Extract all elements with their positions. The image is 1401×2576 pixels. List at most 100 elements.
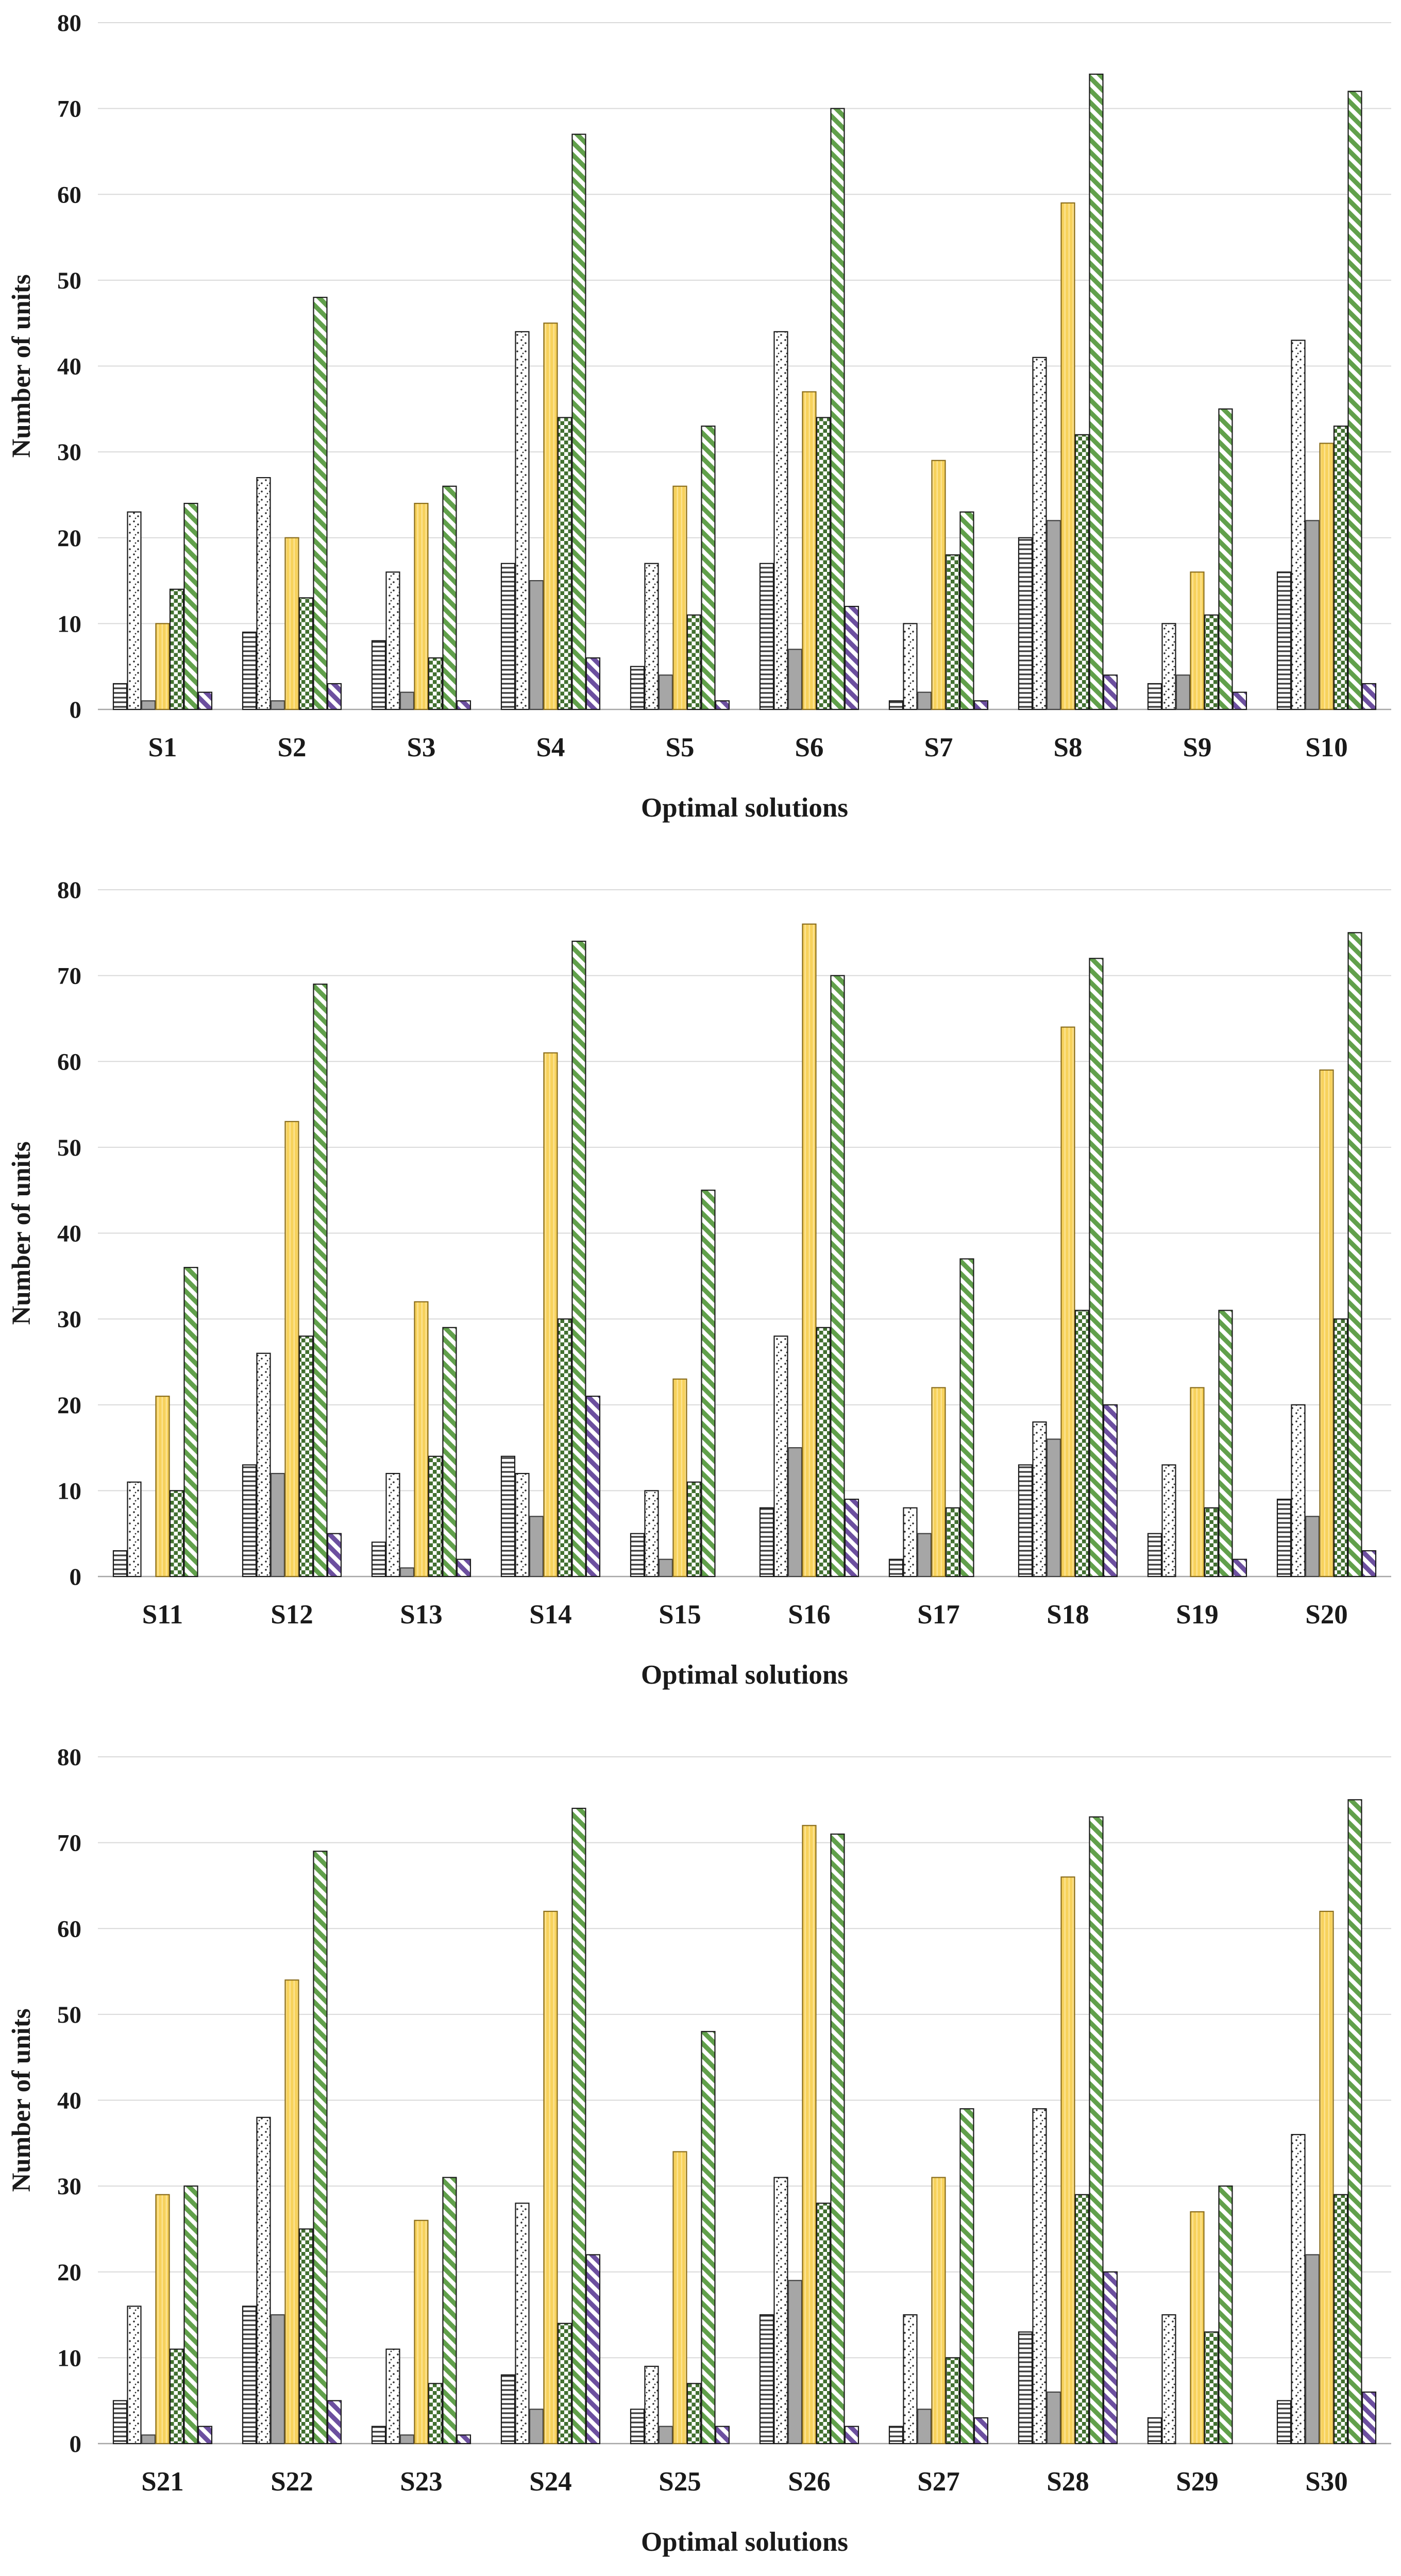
bar-S29-IT01 <box>1204 2331 1219 2445</box>
bar-S18-PP <box>1103 1404 1118 1578</box>
bar-S5-BR03 <box>658 674 673 710</box>
bar-S5-PP <box>715 700 730 710</box>
bar-S14-IT01 <box>557 1318 572 1578</box>
bars <box>112 923 1377 1578</box>
bar-S21-IT01 <box>169 2348 184 2445</box>
bar-S6-IT02 <box>830 108 845 710</box>
bar-S20-VS01 <box>1319 1069 1334 1578</box>
bar-S18-IT01 <box>1074 1310 1090 1578</box>
bar-S26-BR02 <box>773 2177 788 2445</box>
bar-S14-BR03 <box>529 1516 544 1578</box>
bar-S16-BR02 <box>773 1335 788 1578</box>
bar-S28-BR03 <box>1046 2391 1061 2445</box>
y-tick-70: 70 <box>57 963 81 990</box>
x-tick-S16: S16 <box>788 1600 830 1630</box>
bar-S27-BR01 <box>888 2426 904 2445</box>
bar-S18-BR01 <box>1018 1464 1033 1578</box>
bar-S15-IT02 <box>701 1190 716 1578</box>
bar-S22-IT01 <box>298 2228 314 2445</box>
bar-S9-BR01 <box>1147 683 1162 710</box>
y-tick-70: 70 <box>57 1830 81 1857</box>
y-tick-10: 10 <box>57 611 81 637</box>
x-tick-S1: S1 <box>148 733 177 762</box>
bar-S8-PP <box>1103 674 1118 710</box>
y-tick-30: 30 <box>57 2173 81 2200</box>
y-tick-60: 60 <box>57 1916 81 1942</box>
x-tick-S4: S4 <box>536 733 565 762</box>
bar-S8-BR02 <box>1032 357 1047 710</box>
bar-S10-BR03 <box>1305 520 1320 710</box>
bar-S24-BR02 <box>515 2202 530 2445</box>
x-tick-S8: S8 <box>1054 733 1083 762</box>
bar-S1-PP <box>197 691 213 710</box>
bar-S5-IT01 <box>686 614 702 710</box>
bar-S16-PP <box>844 1498 859 1578</box>
bar-S5-BR01 <box>630 666 645 710</box>
bar-S4-IT01 <box>557 417 572 710</box>
bar-S13-IT01 <box>428 1455 443 1578</box>
bar-S18-BR03 <box>1046 1438 1061 1578</box>
bar-S6-VS01 <box>802 391 817 710</box>
bar-S27-VS01 <box>931 2177 946 2445</box>
bar-S8-BR03 <box>1046 520 1061 710</box>
bar-S23-IT02 <box>442 2177 457 2445</box>
bar-S2-IT01 <box>298 597 314 710</box>
bar-S12-PP <box>327 1533 342 1578</box>
bar-S28-VS01 <box>1060 1876 1075 2445</box>
bar-S8-IT01 <box>1074 434 1090 710</box>
bar-S9-IT02 <box>1218 408 1233 710</box>
bar-S24-VS01 <box>543 1910 558 2445</box>
bar-S30-IT02 <box>1347 1799 1362 2445</box>
bar-S2-IT02 <box>313 297 328 710</box>
bar-S7-BR01 <box>888 700 904 710</box>
bar-S3-IT02 <box>442 485 457 710</box>
bar-S16-BR03 <box>787 1447 803 1578</box>
y-tick-30: 30 <box>57 439 81 466</box>
bar-S13-IT02 <box>442 1327 457 1578</box>
bar-S10-IT01 <box>1333 426 1348 710</box>
bar-S30-PP <box>1361 2391 1377 2445</box>
bar-S21-IT02 <box>183 2185 198 2445</box>
bar-S26-BR01 <box>759 2314 774 2445</box>
bar-S20-BR03 <box>1305 1516 1320 1578</box>
bar-S25-BR02 <box>644 2365 659 2445</box>
bar-S2-BR03 <box>270 700 285 710</box>
y-tick-60: 60 <box>57 1048 81 1075</box>
bar-S12-IT02 <box>313 984 328 1578</box>
bar-S24-PP <box>585 2254 601 2445</box>
bar-S22-IT02 <box>313 1851 328 2445</box>
bar-S29-IT02 <box>1218 2185 1233 2445</box>
bar-S7-BR03 <box>917 691 932 710</box>
bar-S1-VS01 <box>155 623 170 710</box>
x-tick-S19: S19 <box>1176 1600 1218 1630</box>
bar-S3-VS01 <box>414 502 429 710</box>
bar-S30-BR01 <box>1276 2400 1292 2445</box>
bar-S11-BR02 <box>127 1481 142 1578</box>
bar-S25-VS01 <box>672 2151 687 2445</box>
bar-S6-BR03 <box>787 649 803 710</box>
bar-S22-BR02 <box>256 2116 271 2445</box>
bars <box>112 1799 1377 2445</box>
bar-S3-BR01 <box>371 640 386 710</box>
bar-S24-BR03 <box>529 2409 544 2445</box>
bars <box>112 73 1377 710</box>
bar-S25-BR01 <box>630 2409 645 2445</box>
bar-S26-BR03 <box>787 2280 803 2445</box>
bar-S30-VS01 <box>1319 1910 1334 2445</box>
y-tick-80: 80 <box>57 10 81 37</box>
bar-S26-PP <box>844 2426 859 2445</box>
bar-S22-VS01 <box>284 1979 299 2445</box>
x-tick-S23: S23 <box>400 2467 442 2497</box>
bar-S10-BR01 <box>1276 571 1292 710</box>
bar-S8-BR01 <box>1018 537 1033 710</box>
x-tick-S13: S13 <box>400 1600 442 1630</box>
bar-S22-PP <box>327 2400 342 2445</box>
bar-S10-IT02 <box>1347 91 1362 710</box>
bar-S4-BR01 <box>500 563 516 710</box>
bar-S23-BR03 <box>399 2434 415 2445</box>
bar-S17-BR02 <box>903 1507 918 1578</box>
bar-S30-BR02 <box>1291 2134 1306 2445</box>
bar-S16-BR01 <box>759 1507 774 1578</box>
bar-S26-IT01 <box>816 2202 831 2445</box>
